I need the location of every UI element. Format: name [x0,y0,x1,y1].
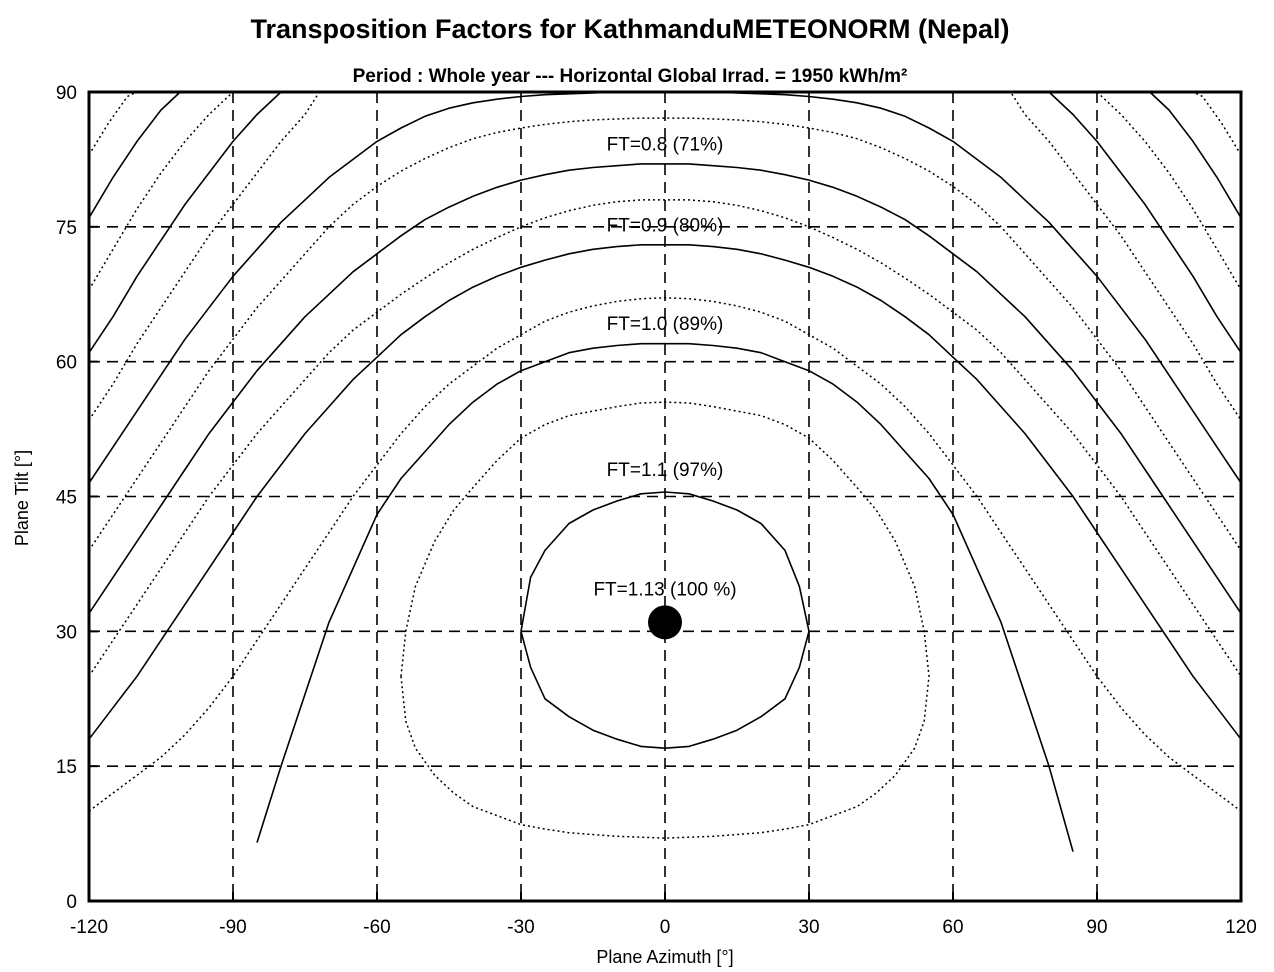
x-tick-label: -60 [363,917,390,938]
x-tick-label: 0 [660,917,671,938]
contour-label: FT=0.9 (80%) [607,215,724,236]
plot-frame [87,90,1243,903]
y-tick-label: 0 [66,892,77,913]
contour-line-4 [88,297,1242,812]
grid-lines [89,92,1241,901]
y-tick-label: 75 [56,218,77,239]
contour-label: FT=1.0 (89%) [607,314,724,335]
contour-label: FT=1.13 (100 %) [593,579,736,600]
contour-line-2 [400,401,930,839]
x-tick-label: 120 [1225,917,1257,938]
contour-line-12 [88,91,1242,291]
y-tick-label: 90 [56,83,77,104]
y-tick-label: 30 [56,622,77,643]
axis-ticks: -120 -90 -60 -30 0 30 60 90 120 0 15 30 45 60 75 90 [56,83,1257,938]
contour-label: FT=0.8 (71%) [607,134,724,155]
x-axis-label: Plane Azimuth [°] [596,947,733,967]
contour-line-8 [88,117,1242,551]
contour-line-1 [520,491,810,750]
contour-label: FT=1.1 (97%) [607,460,724,481]
x-tick-label: -120 [70,917,108,938]
y-axis-label: Plane Tilt [°] [12,450,32,546]
x-tick-label: -30 [507,917,534,938]
optimum-marker [648,605,682,640]
chart-subtitle: Period : Whole year --- Horizontal Globa… [353,66,908,87]
x-tick-label: 30 [798,917,819,938]
contour-line-6 [88,199,1242,677]
y-tick-label: 15 [56,757,77,778]
contour-line-3 [256,342,1074,852]
chart-title: Transposition Factors for KathmanduMETEO… [250,14,1009,44]
x-tick-label: 90 [1086,917,1107,938]
contour-labels: FT=0.8 (71%) FT=0.9 (80%) FT=1.0 (89%) FT=1… [593,134,736,600]
x-tick-label: 60 [942,917,963,938]
contour-curves [88,91,1242,852]
x-tick-label: -90 [219,917,246,938]
y-tick-label: 45 [56,488,77,509]
contour-line-10 [88,91,1242,421]
contour-line-5 [88,244,1242,740]
contour-line-7 [88,163,1242,614]
y-tick-label: 60 [56,353,77,374]
